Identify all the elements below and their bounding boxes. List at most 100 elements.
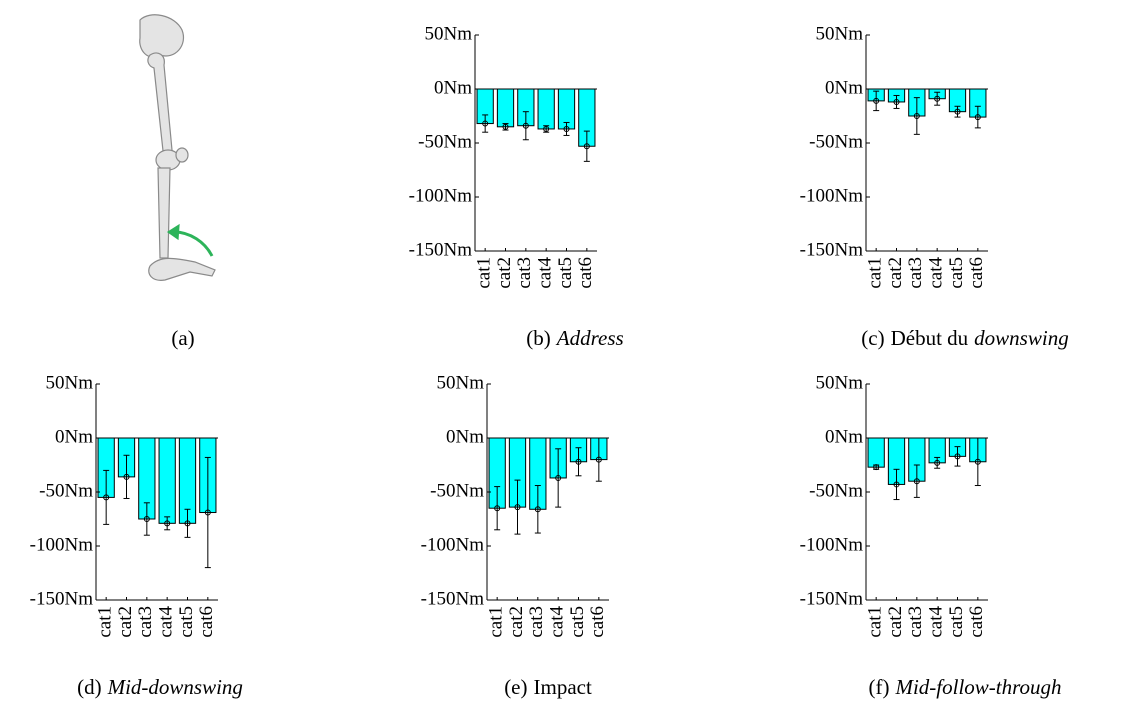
mean-marker (534, 506, 541, 513)
x-tick-label: cat1 (865, 257, 886, 289)
y-tick-label: -150Nm (800, 588, 864, 609)
mean-marker (873, 464, 880, 471)
mean-marker (954, 108, 961, 115)
caption: (f) Mid-follow-through (868, 675, 1061, 699)
mean-marker (974, 114, 981, 121)
mean-marker (563, 125, 570, 132)
x-tick-label: cat3 (514, 257, 535, 289)
mean-marker (494, 505, 501, 512)
caption: (b) Address (526, 326, 623, 350)
bar (537, 88, 555, 130)
x-tick-label: cat2 (494, 257, 515, 289)
chart-panel: cat1 cat2 cat3 cat4 cat5 cat6 -150Nm -100Nm -50N… (409, 23, 624, 350)
y-tick-label: -150Nm (800, 239, 864, 260)
chart-panel: cat1 cat2 cat3 cat4 cat5 cat6 -150Nm -100Nm -50N… (800, 23, 1069, 350)
x-tick-label: cat6 (196, 606, 217, 638)
caption: (e) Impact (504, 675, 592, 699)
y-tick-label: -100Nm (800, 534, 864, 555)
mean-marker (595, 456, 602, 463)
y-tick-label: -100Nm (800, 185, 864, 206)
x-tick-label: cat1 (95, 606, 116, 638)
mean-marker (514, 504, 521, 511)
y-tick-label: -100Nm (30, 534, 94, 555)
mean-marker (893, 481, 900, 488)
mean-marker (543, 125, 550, 132)
x-tick-label: cat3 (905, 257, 926, 289)
caption-text: Mid-downswing (107, 675, 243, 699)
y-tick-label: -100Nm (409, 185, 473, 206)
y-tick-label: 0Nm (55, 426, 93, 447)
mean-marker (934, 95, 941, 102)
patella (175, 147, 189, 163)
x-tick-label: cat3 (905, 606, 926, 638)
y-tick-label: -150Nm (421, 588, 485, 609)
x-tick-label: cat1 (486, 606, 507, 638)
caption-text: downswing (974, 326, 1069, 350)
femur (147, 52, 174, 162)
x-tick-label: cat4 (926, 606, 947, 638)
caption: (a) (171, 326, 194, 350)
mean-marker (913, 478, 920, 485)
chart-panel: cat1 cat2 cat3 cat4 cat5 cat6 -150Nm -100Nm -50N… (421, 372, 609, 699)
y-tick-label: -50Nm (809, 131, 863, 152)
mean-marker (103, 494, 110, 501)
x-tick-label: cat6 (966, 606, 987, 638)
y-tick-label: 50Nm (425, 23, 473, 44)
caption-label: (e) (504, 675, 527, 699)
mean-marker (482, 120, 489, 127)
x-tick-label: cat4 (547, 606, 568, 638)
caption: (d) Mid-downswing (77, 675, 243, 699)
y-tick-label: 0Nm (434, 77, 472, 98)
y-tick-label: 50Nm (816, 372, 864, 393)
mean-marker (204, 509, 211, 516)
caption-text: Mid-follow-through (894, 675, 1061, 699)
y-tick-label: -50Nm (418, 131, 472, 152)
mean-marker (184, 520, 191, 527)
x-tick-label: cat5 (567, 606, 588, 638)
y-tick-label: -150Nm (409, 239, 473, 260)
caption-text: Impact (534, 675, 592, 699)
y-tick-label: 0Nm (825, 77, 863, 98)
y-tick-label: 0Nm (446, 426, 484, 447)
mean-marker (522, 122, 529, 129)
y-tick-label: -50Nm (809, 480, 863, 501)
mean-marker (954, 453, 961, 460)
x-tick-label: cat3 (526, 606, 547, 638)
y-tick-label: -50Nm (39, 480, 93, 501)
y-tick-label: -100Nm (421, 534, 485, 555)
mean-marker (583, 143, 590, 150)
arrow-head (166, 223, 180, 241)
mean-marker (893, 98, 900, 105)
x-tick-label: cat6 (575, 257, 596, 289)
pelvis (139, 14, 184, 58)
x-tick-label: cat5 (176, 606, 197, 638)
mean-marker (143, 516, 150, 522)
rotation-arrow (173, 230, 214, 257)
x-tick-label: cat4 (535, 257, 556, 289)
x-tick-label: cat2 (506, 606, 527, 638)
x-tick-label: cat1 (865, 606, 886, 638)
tibia (157, 167, 171, 259)
x-tick-label: cat1 (474, 257, 495, 289)
bar (496, 88, 515, 128)
x-tick-label: cat2 (885, 606, 906, 638)
chart-panel: cat1 cat2 cat3 cat4 cat5 cat6 -150Nm -100Nm -50N… (30, 372, 243, 699)
mean-marker (913, 113, 920, 119)
x-tick-label: cat5 (555, 257, 576, 289)
caption-text: Address (555, 326, 624, 350)
x-tick-label: cat6 (966, 257, 987, 289)
mean-marker (502, 123, 509, 130)
mean-marker (575, 458, 582, 465)
x-tick-label: cat2 (115, 606, 136, 638)
y-tick-label: -150Nm (30, 588, 94, 609)
mean-marker (555, 474, 562, 481)
mean-marker (164, 520, 171, 527)
mean-marker (873, 97, 880, 104)
caption-label: (d) (77, 675, 102, 699)
bar (867, 437, 885, 468)
x-tick-label: cat4 (926, 257, 947, 289)
bar (158, 437, 176, 524)
x-tick-label: cat6 (587, 606, 608, 638)
caption-label: (b) (526, 326, 551, 350)
